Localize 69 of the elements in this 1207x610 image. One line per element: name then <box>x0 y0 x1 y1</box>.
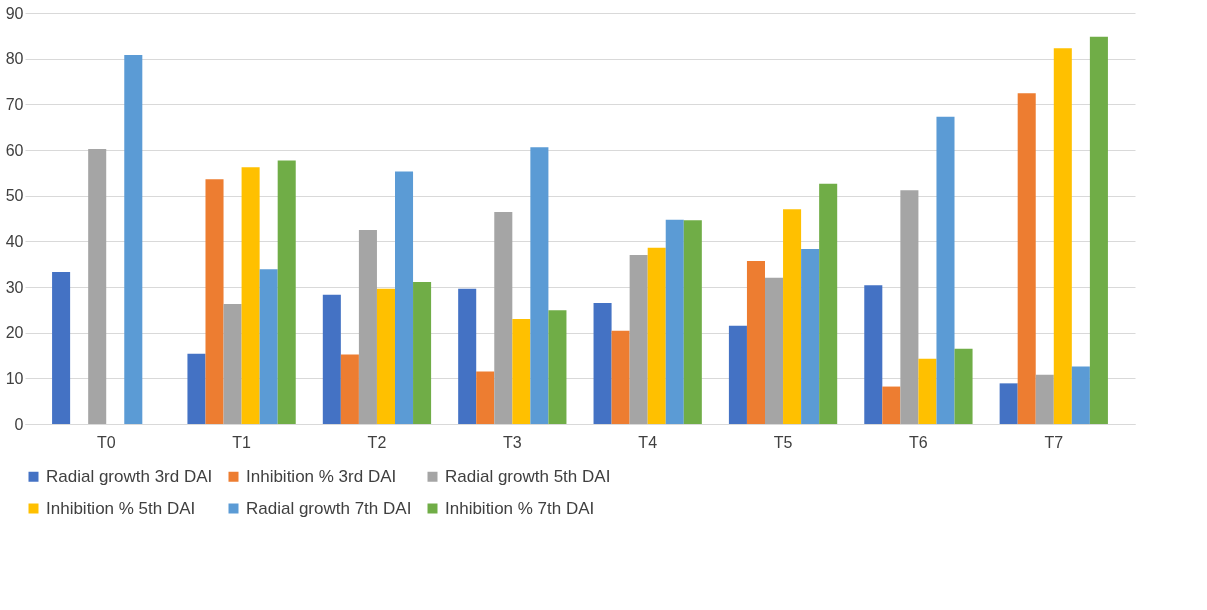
bar <box>819 183 838 424</box>
bar <box>413 281 432 424</box>
bar <box>259 269 278 424</box>
bar <box>322 294 341 424</box>
bar <box>683 220 702 424</box>
bar <box>512 318 531 424</box>
x-tick-label: T6 <box>909 433 928 451</box>
bar <box>530 147 549 424</box>
bar <box>358 229 377 424</box>
bar <box>647 247 666 424</box>
bar <box>1071 366 1090 424</box>
y-tick-label: 20 <box>5 324 24 342</box>
bar <box>1053 48 1072 424</box>
y-tick-label: 60 <box>5 141 24 159</box>
bar <box>999 383 1018 424</box>
legend-label: Radial growth 7th DAI <box>246 498 412 518</box>
bar <box>88 149 107 424</box>
x-tick-label: T1 <box>232 433 252 451</box>
bar <box>223 303 242 424</box>
bar <box>746 260 765 424</box>
x-tick-label: T7 <box>1044 433 1064 451</box>
bar <box>593 302 612 424</box>
bar <box>611 330 630 424</box>
bar <box>954 348 973 424</box>
bar <box>124 55 143 424</box>
bar <box>395 171 414 424</box>
y-tick-label: 90 <box>5 4 24 22</box>
bar <box>187 353 206 424</box>
bar <box>52 271 71 424</box>
bar <box>629 255 648 424</box>
bar <box>548 310 567 424</box>
bar <box>918 358 937 424</box>
bar <box>728 325 747 424</box>
bar <box>1089 36 1108 424</box>
x-tick-label: T4 <box>638 433 658 451</box>
bar <box>882 386 901 424</box>
bar <box>1017 93 1036 424</box>
bar <box>864 285 883 424</box>
y-tick-label: 70 <box>5 95 24 113</box>
y-tick-label: 50 <box>5 187 24 205</box>
bar <box>376 288 395 424</box>
bar <box>765 277 784 424</box>
bar <box>205 179 224 424</box>
bar <box>476 371 495 424</box>
bar <box>801 249 820 424</box>
bar <box>458 288 477 424</box>
bar <box>900 190 919 424</box>
legend-label: Radial growth 3rd DAI <box>46 466 213 486</box>
y-tick-label: 0 <box>14 415 24 433</box>
x-tick-label: T0 <box>96 433 116 451</box>
bar <box>783 209 802 424</box>
bar <box>241 167 260 424</box>
x-tick-label: T3 <box>502 433 522 451</box>
bar <box>665 219 684 424</box>
legend-label: Inhibition % 7th DAI <box>445 498 595 518</box>
legend-label: Radial growth 5th DAI <box>445 466 611 486</box>
bar <box>936 116 955 424</box>
bar <box>340 354 359 424</box>
bar <box>277 160 296 424</box>
y-tick-label: 80 <box>5 50 24 68</box>
x-tick-label: T5 <box>773 433 793 451</box>
bar <box>494 212 513 424</box>
legend-label: Inhibition % 5th DAI <box>46 498 196 518</box>
bar <box>1035 374 1054 424</box>
y-tick-label: 10 <box>5 369 24 387</box>
y-tick-label: 40 <box>5 232 24 250</box>
legend-label: Inhibition % 3rd DAI <box>246 466 397 486</box>
y-tick-label: 30 <box>5 278 24 296</box>
x-tick-label: T2 <box>367 433 387 451</box>
